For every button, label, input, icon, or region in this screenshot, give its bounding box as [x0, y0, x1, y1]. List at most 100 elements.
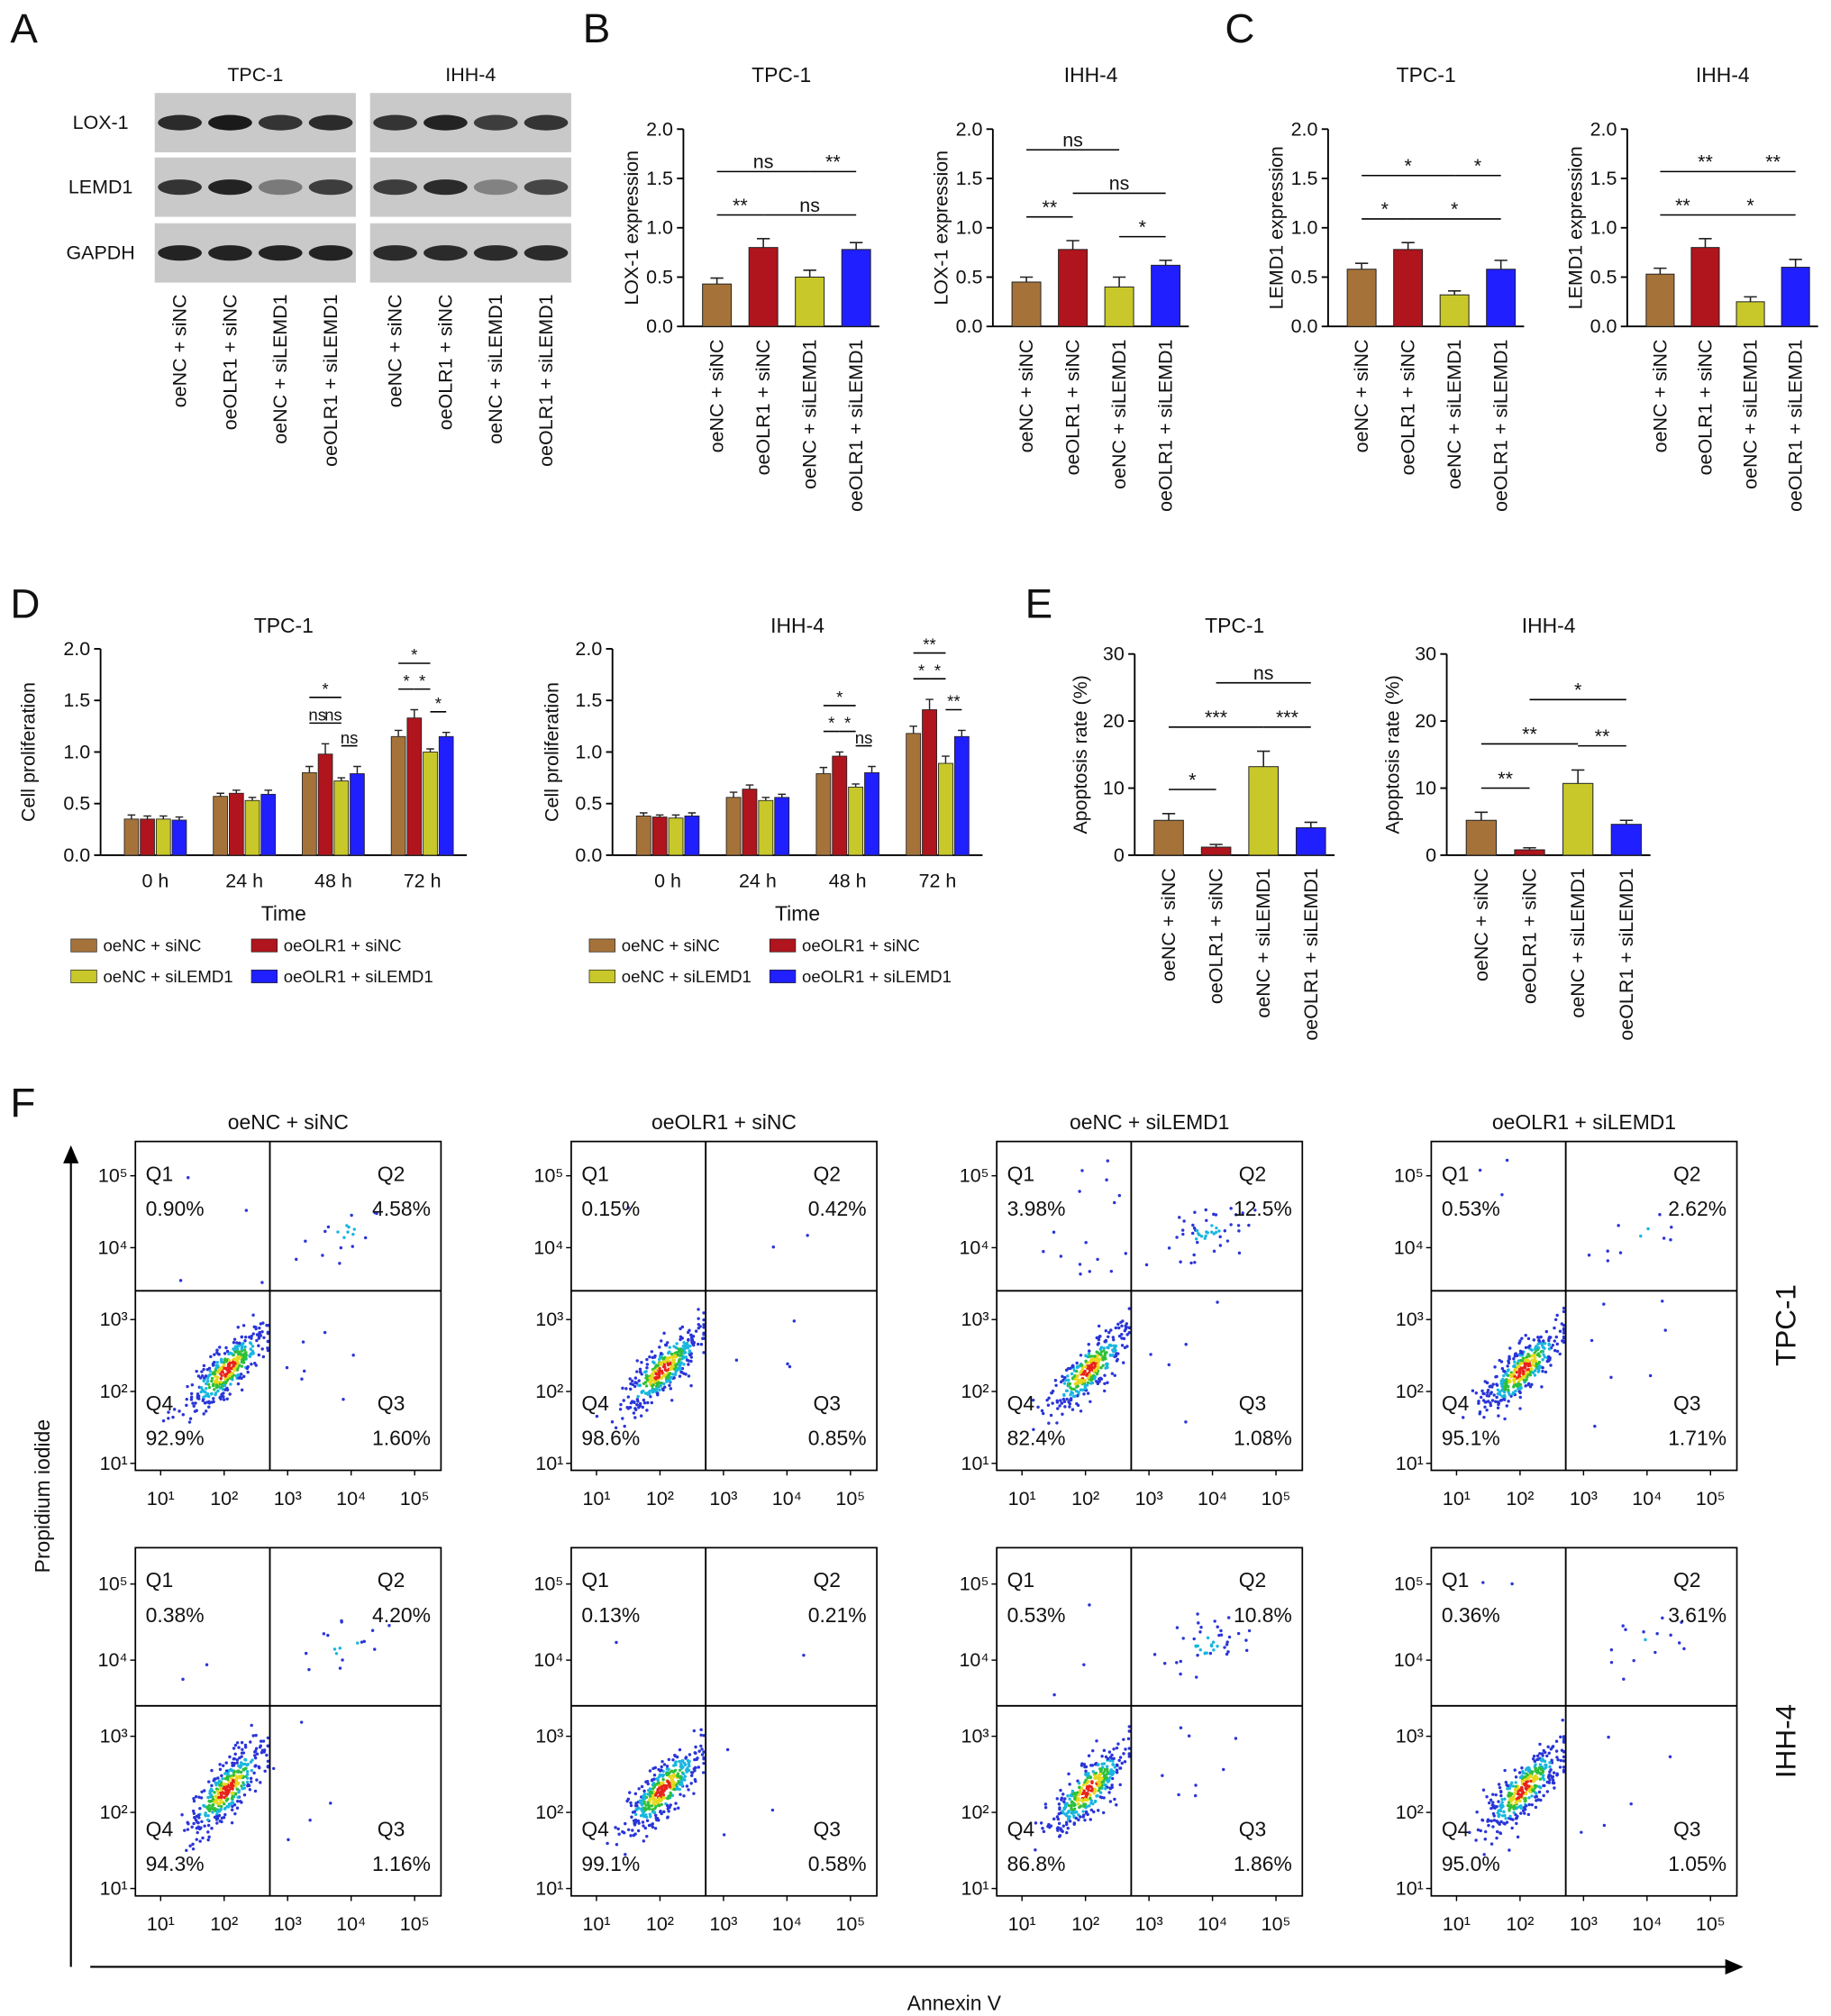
- event-dot: [217, 1779, 222, 1783]
- bar: [1486, 269, 1517, 327]
- bar: [350, 773, 365, 856]
- event-dot: [625, 1799, 629, 1803]
- event-dot: [198, 1376, 203, 1380]
- event-dot: [694, 1751, 697, 1756]
- event-dot: [1546, 1745, 1550, 1749]
- event-dot: [1548, 1774, 1553, 1777]
- event-dot: [233, 1811, 237, 1816]
- event-dot: [1060, 1380, 1063, 1384]
- plot-frame: [570, 1546, 878, 1897]
- event-dot: [1503, 1417, 1507, 1421]
- event-dot: [342, 1398, 345, 1401]
- bar: [1153, 819, 1184, 856]
- event-dot: [1178, 1216, 1181, 1219]
- event-dot: [1539, 1758, 1543, 1762]
- significance-label: ns: [1109, 173, 1130, 195]
- event-dot: [626, 1828, 631, 1832]
- event-dot: [236, 1373, 241, 1377]
- quadrant-name: Q1: [1007, 1162, 1035, 1185]
- legend-label: oeNC + siLEMD1: [622, 967, 752, 986]
- event-dot: [192, 1797, 196, 1801]
- event-dot: [1063, 1376, 1067, 1380]
- event-dot: [1091, 1748, 1095, 1753]
- event-dot: [1502, 1385, 1507, 1389]
- event-dot: [351, 1354, 355, 1357]
- y-tick-label: 2.0: [956, 118, 983, 140]
- error-bar: [958, 729, 966, 737]
- event-dot: [668, 1362, 672, 1365]
- bar: [922, 709, 937, 856]
- event-dot: [1103, 1774, 1107, 1779]
- x-tick-label: 10³: [1570, 1488, 1598, 1510]
- error-bar: [1474, 811, 1488, 821]
- event-dot: [336, 1230, 340, 1234]
- event-dot: [1532, 1754, 1536, 1758]
- event-dot: [635, 1359, 639, 1363]
- y-tick-label: 10²: [100, 1802, 128, 1823]
- event-dot: [261, 1321, 265, 1325]
- event-dot: [1526, 1336, 1531, 1341]
- event-dot: [702, 1756, 706, 1760]
- event-dot: [678, 1374, 682, 1378]
- event-dot: [237, 1746, 241, 1749]
- event-dot: [1125, 1333, 1129, 1336]
- quadrant-name: Q1: [1442, 1162, 1470, 1185]
- event-dot: [220, 1360, 223, 1364]
- significance-label: ns: [341, 728, 359, 747]
- event-dot: [657, 1382, 660, 1385]
- event-dot: [1680, 1620, 1683, 1624]
- error-bar: [175, 816, 184, 821]
- event-dot: [1079, 1273, 1082, 1276]
- event-dot: [1065, 1397, 1069, 1401]
- event-dot: [235, 1341, 239, 1345]
- event-dot: [205, 1386, 208, 1391]
- event-dot: [636, 1394, 640, 1399]
- event-dot: [674, 1346, 679, 1350]
- y-tick-label: 10⁴: [1394, 1649, 1424, 1671]
- event-dot: [216, 1776, 220, 1780]
- event-dot: [196, 1825, 200, 1829]
- event-dot: [679, 1327, 682, 1331]
- event-dot: [1089, 1793, 1092, 1797]
- event-dot: [1507, 1359, 1510, 1363]
- quadrant-events: [180, 1723, 270, 1853]
- event-dot: [258, 1765, 261, 1770]
- significance-label: **: [923, 635, 935, 654]
- y-tick-label: 10²: [1396, 1802, 1424, 1823]
- event-dot: [1061, 1412, 1064, 1416]
- y-tick-label: 1.0: [575, 741, 602, 762]
- y-tick-label: 10²: [961, 1802, 989, 1823]
- event-dot: [1212, 1232, 1216, 1236]
- event-dot: [1538, 1752, 1542, 1756]
- event-dot: [1534, 1805, 1538, 1810]
- event-dot: [635, 1804, 639, 1808]
- event-dot: [1533, 1369, 1537, 1373]
- event-dot: [1103, 1354, 1107, 1357]
- event-dot: [1069, 1803, 1073, 1807]
- event-dot: [236, 1352, 241, 1356]
- event-dot: [260, 1330, 264, 1334]
- legend-label: oeNC + siNC: [103, 936, 201, 955]
- event-dot: [1494, 1793, 1498, 1797]
- blot-band: [258, 114, 303, 131]
- event-dot: [1205, 1218, 1208, 1223]
- event-dot: [650, 1373, 654, 1377]
- quadrant-percent: 0.36%: [1442, 1603, 1500, 1627]
- error-bar: [1653, 267, 1667, 275]
- quadrant-percent: 3.61%: [1668, 1603, 1726, 1627]
- y-tick-label: 0.5: [1291, 266, 1318, 287]
- event-dot: [217, 1353, 221, 1356]
- event-dot: [633, 1376, 638, 1380]
- bar: [1393, 249, 1424, 327]
- event-dot: [1556, 1758, 1560, 1762]
- event-dot: [702, 1750, 706, 1754]
- error-bar: [127, 814, 136, 819]
- event-dot: [1479, 1395, 1483, 1400]
- event-dot: [1073, 1377, 1078, 1382]
- event-dot: [1099, 1346, 1104, 1349]
- event-dot: [351, 1245, 354, 1248]
- event-dot: [223, 1776, 228, 1781]
- event-dot: [1669, 1238, 1672, 1242]
- event-dot: [1103, 1767, 1107, 1772]
- event-dot: [206, 1814, 210, 1818]
